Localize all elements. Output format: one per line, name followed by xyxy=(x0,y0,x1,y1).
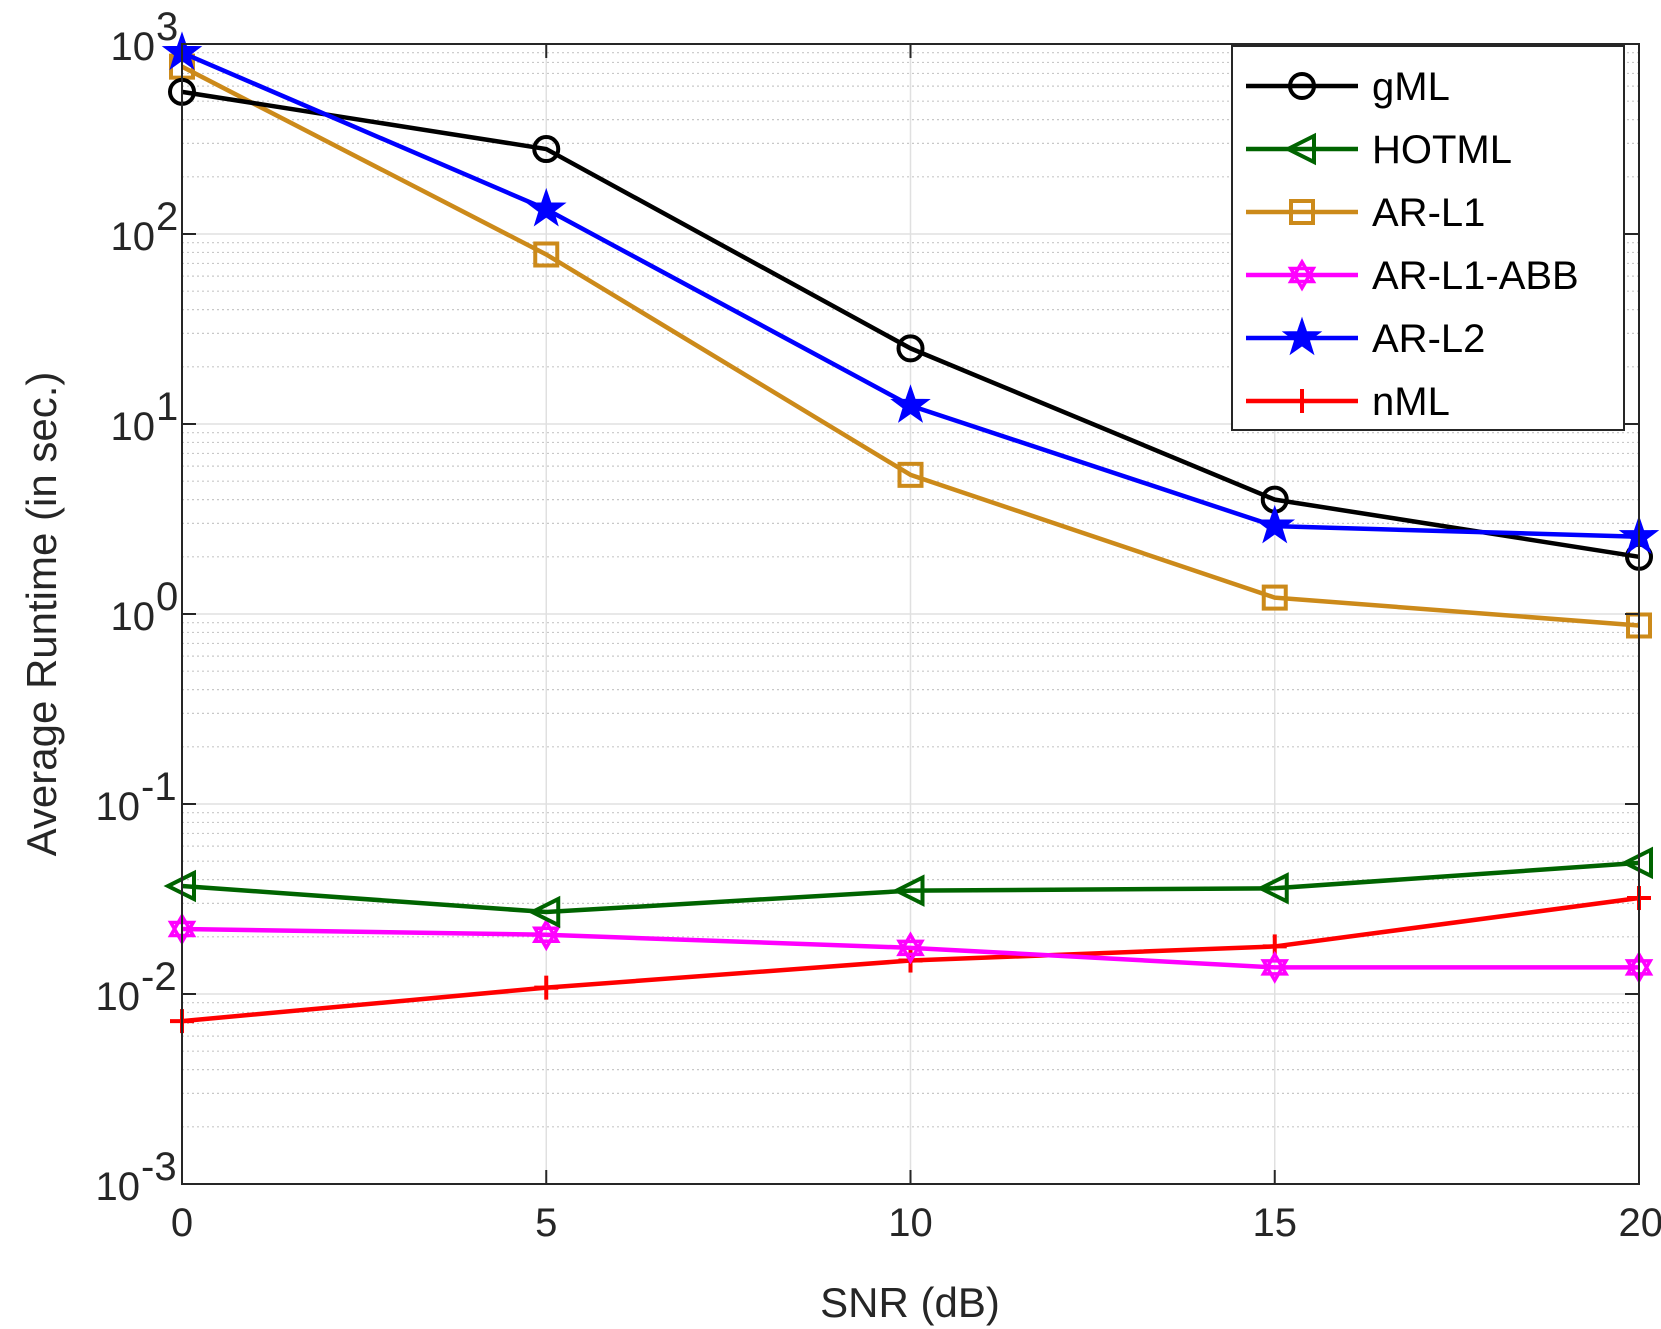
y-tick-exponent: -2 xyxy=(141,955,177,999)
legend: gML HOTML AR-L1 AR-L1-ABB AR-L2 nML xyxy=(1231,45,1625,431)
x-tick-label: 5 xyxy=(535,1201,557,1245)
hexagram-part xyxy=(1287,266,1317,292)
x-tick-label: 0 xyxy=(171,1201,193,1245)
hexagram-part xyxy=(531,918,561,944)
data-point xyxy=(896,334,925,363)
data-point xyxy=(533,241,560,268)
y-tick-label: 10 -2 xyxy=(96,955,177,1019)
y-tick-label: 10 -1 xyxy=(96,765,177,829)
y-tick-label: 10 3 xyxy=(111,5,179,69)
legend-marker xyxy=(1289,199,1315,225)
data-point xyxy=(532,135,561,164)
y-tick-exponent: -1 xyxy=(141,765,177,809)
hexagram-part xyxy=(896,939,925,965)
x-tick-label: 15 xyxy=(1253,1201,1298,1245)
y-tick-base: 10 xyxy=(111,405,156,449)
legend-label: nML xyxy=(1372,380,1450,424)
legend-item: HOTML xyxy=(1246,128,1512,172)
x-tick-label: 10 xyxy=(888,1201,933,1245)
legend-item: AR-L2 xyxy=(1246,316,1485,361)
y-tick-label: 10 2 xyxy=(111,195,179,259)
legend-box xyxy=(1231,45,1625,431)
y-axis-title: Average Runtime (in sec.) xyxy=(18,372,65,857)
y-tick-base: 10 xyxy=(96,975,141,1019)
data-point xyxy=(531,918,561,952)
x-axis-ticks: 0 5 10 15 20 xyxy=(171,44,1661,1245)
series-line xyxy=(181,89,1640,560)
hexagram-part xyxy=(1260,950,1290,976)
series-line xyxy=(181,926,1639,970)
data-point xyxy=(896,931,925,965)
hexagram-part xyxy=(531,926,561,952)
data-point xyxy=(897,461,924,488)
y-tick-label: 10 0 xyxy=(111,575,179,639)
y-tick-base: 10 xyxy=(96,1165,141,1209)
legend-label: gML xyxy=(1372,65,1450,109)
y-tick-exponent: -3 xyxy=(141,1145,177,1189)
legend-label: AR-L1-ABB xyxy=(1372,254,1579,298)
legend-marker xyxy=(1281,316,1323,356)
y-tick-exponent: 2 xyxy=(156,195,178,239)
series-line xyxy=(181,860,1640,915)
data-point xyxy=(534,975,559,1000)
x-tick-label: 20 xyxy=(1619,1201,1661,1245)
y-tick-base: 10 xyxy=(111,595,156,639)
data-point xyxy=(892,874,925,907)
series-line xyxy=(180,64,1640,628)
y-tick-base: 10 xyxy=(96,785,141,829)
hexagram-part xyxy=(1260,959,1290,984)
y-tick-base: 10 xyxy=(111,25,156,69)
legend-label: AR-L2 xyxy=(1372,317,1485,361)
y-tick-label: 10 -3 xyxy=(96,1145,177,1209)
y-tick-exponent: 1 xyxy=(156,385,178,429)
y-tick-exponent: 3 xyxy=(156,5,178,49)
legend-marker xyxy=(1288,72,1316,100)
legend-marker xyxy=(1283,132,1316,166)
data-point xyxy=(1254,504,1296,544)
legend-marker xyxy=(1290,389,1314,413)
legend-item: AR-L1 xyxy=(1246,191,1485,235)
legend-label: HOTML xyxy=(1372,128,1512,172)
y-tick-label: 10 1 xyxy=(111,385,179,449)
data-point xyxy=(527,895,561,929)
legend-item: gML xyxy=(1246,65,1450,109)
legend-item: AR-L1-ABB xyxy=(1246,254,1579,298)
hexagram-part xyxy=(1287,258,1317,284)
data-point xyxy=(1261,584,1288,611)
data-point xyxy=(1256,872,1289,905)
hexagram-part xyxy=(896,931,925,957)
data-point xyxy=(1260,950,1290,984)
data-point xyxy=(890,384,931,423)
legend-marker xyxy=(1287,258,1317,292)
x-axis-title: SNR (dB) xyxy=(820,1279,1000,1326)
legend-label: AR-L1 xyxy=(1372,191,1485,235)
data-point xyxy=(525,187,567,227)
legend-item: nML xyxy=(1246,380,1450,424)
y-tick-exponent: 0 xyxy=(156,575,178,619)
y-tick-base: 10 xyxy=(111,215,156,259)
